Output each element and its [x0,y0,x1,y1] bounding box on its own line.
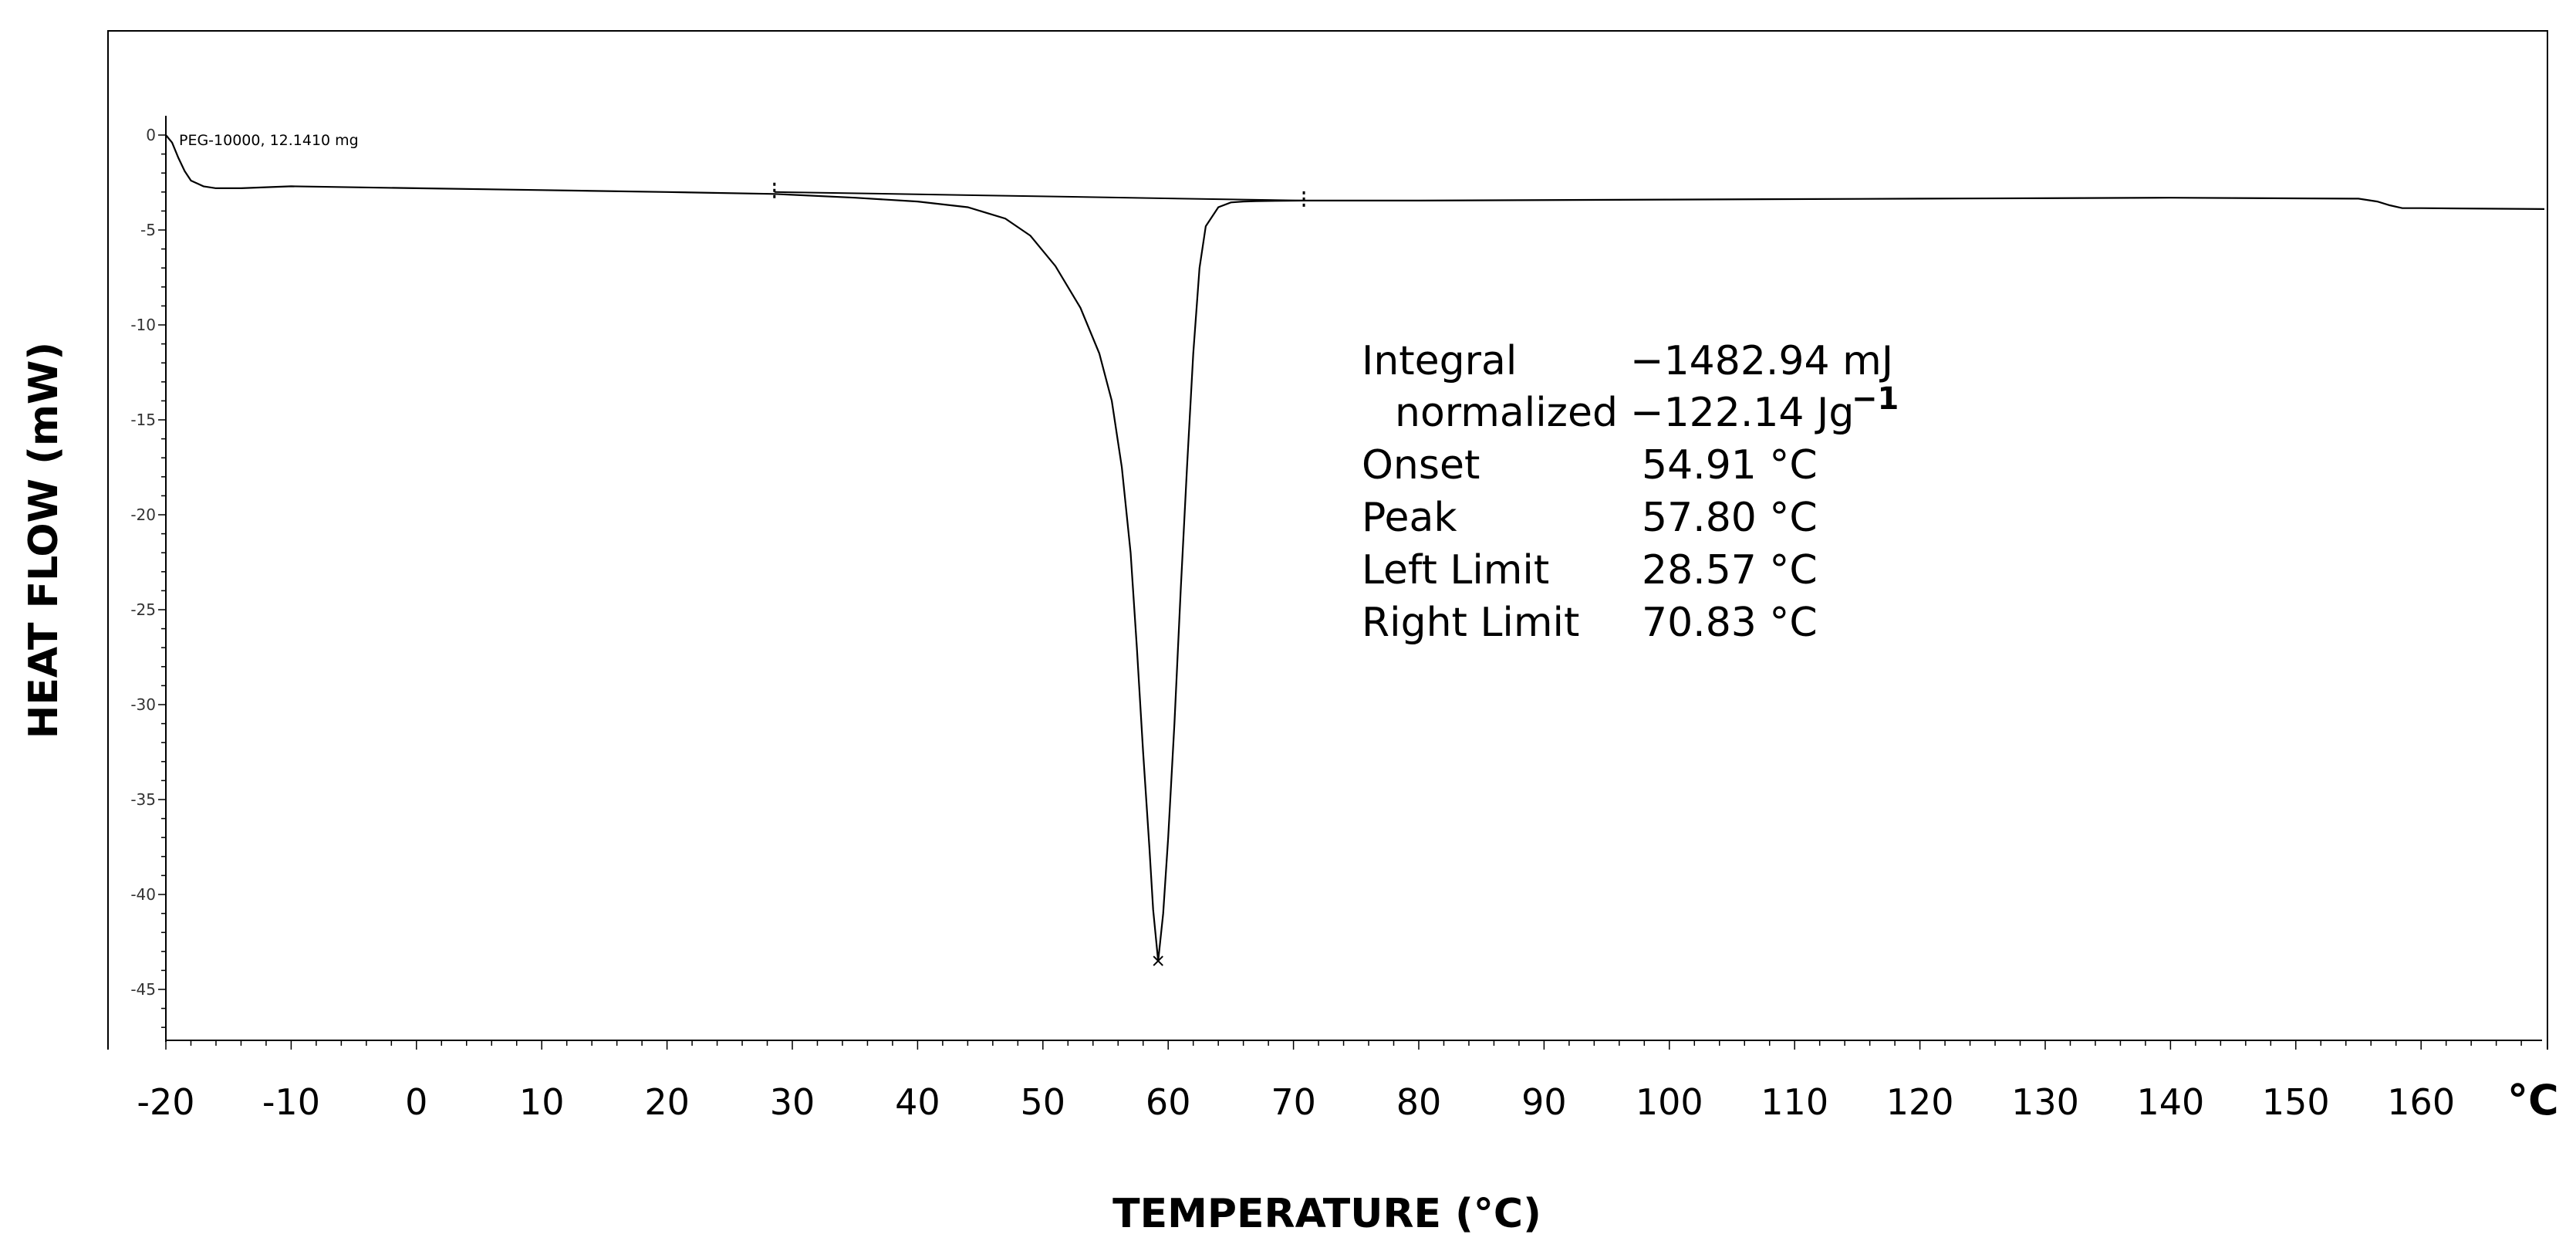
heat-flow-curve [165,134,2545,962]
y-tick-label: 0 [146,126,156,144]
integration-baseline [774,191,1305,201]
peak-marker [1153,955,1163,966]
y-tick-label: -5 [140,221,156,239]
y-tick-label: -10 [130,316,156,334]
curve-markers [773,182,1305,966]
results-table: Integral −1482.94 mJ normalized −122.14 … [1362,338,1899,646]
x-tick-label: -20 [137,1081,194,1123]
result-label-peak: Peak [1362,495,1457,541]
y-tick-label: -35 [130,790,156,809]
x-tick-label: 80 [1396,1081,1442,1123]
y-axis-label: HEAT FLOW (mW) [21,342,67,739]
plot-frame [107,30,2548,1050]
x-tick-label: 0 [405,1081,427,1123]
y-tick-label: -40 [130,885,156,904]
x-tick-label: 10 [519,1081,565,1123]
x-tick-label: 140 [2136,1081,2204,1123]
x-tick-label: 50 [1021,1081,1066,1123]
x-axis-ticks: -20 -10 0 10 20 30 40 50 60 70 80 90 100 110 120 130 140… [137,1040,2522,1123]
y-tick-label: -30 [130,695,156,714]
result-value-integral: −1482.94 mJ [1630,338,1893,384]
x-axis-unit: °C [2507,1076,2559,1124]
result-value-left-limit: 28.57 °C [1642,547,1818,593]
result-value-onset: 54.91 °C [1642,442,1818,489]
y-tick-label: -20 [130,506,156,524]
x-tick-label: 110 [1761,1081,1828,1123]
x-tick-label: 30 [770,1081,815,1123]
x-tick-label: 100 [1636,1081,1703,1123]
result-value-peak: 57.80 °C [1642,495,1818,541]
result-label-left-limit: Left Limit [1362,547,1549,593]
result-value-right-limit: 70.83 °C [1642,600,1818,646]
result-value-normalized: −122.14 Jg [1630,390,1854,436]
sample-label: PEG-10000, 12.1410 mg [179,132,359,149]
x-tick-label: 40 [895,1081,940,1123]
x-tick-label: 60 [1146,1081,1191,1123]
y-axis-ticks: 0 -5 -10 -15 -20 -25 -30 -35 -40 -45 [130,126,166,1028]
result-label-right-limit: Right Limit [1362,600,1579,646]
y-tick-label: -25 [130,600,156,619]
y-tick-label: -15 [130,411,156,429]
x-tick-label: 120 [1886,1081,1954,1123]
result-superscript-normalized: −1 [1852,381,1899,417]
x-tick-label: 70 [1271,1081,1316,1123]
x-tick-label: 160 [2387,1081,2455,1123]
x-tick-label: 20 [644,1081,690,1123]
x-tick-label: 150 [2262,1081,2330,1123]
x-axis-label: TEMPERATURE (°C) [1112,1191,1541,1237]
x-tick-label: -10 [262,1081,320,1123]
y-tick-label: -45 [130,980,156,999]
x-tick-label: 90 [1521,1081,1567,1123]
result-label-integral: Integral [1362,338,1517,384]
result-label-onset: Onset [1362,442,1480,489]
result-label-normalized: normalized [1395,390,1618,436]
x-tick-label: 130 [2011,1081,2079,1123]
